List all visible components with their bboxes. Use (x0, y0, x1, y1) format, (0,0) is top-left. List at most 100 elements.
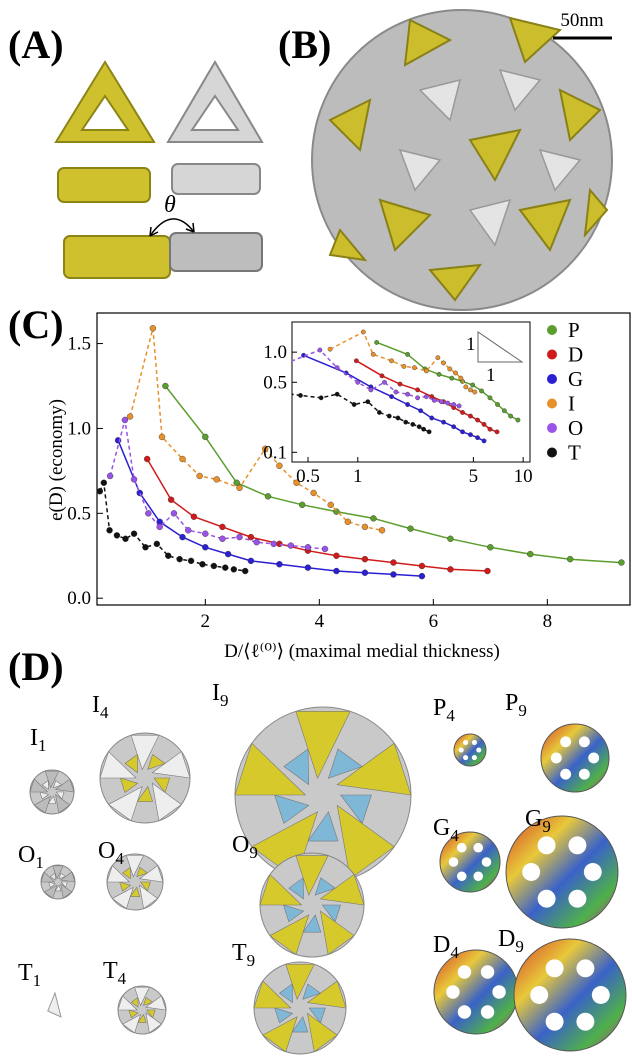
data-point (180, 456, 186, 462)
hole (546, 1013, 564, 1031)
data-point (516, 418, 520, 422)
hole (457, 871, 467, 881)
data-point (502, 409, 506, 413)
legend-label: T (568, 441, 581, 465)
data-point (352, 402, 356, 406)
data-point (237, 485, 243, 491)
x-tick-label: 6 (429, 611, 439, 632)
data-point (214, 476, 220, 482)
data-point (418, 409, 422, 413)
figure: (A) (B) (C) (D) θ 50nm D/⟨ℓ⁽⁰⁾⟩ (m (0, 0, 632, 1059)
data-point (145, 510, 151, 516)
label-subscript: 1 (38, 736, 47, 755)
data-point (446, 401, 450, 405)
data-point (417, 425, 421, 429)
polyhedron-label: O1 (18, 842, 44, 872)
hole (522, 863, 540, 881)
data-point (453, 371, 457, 375)
data-point (237, 534, 243, 540)
hole (546, 959, 564, 977)
data-point (405, 392, 409, 396)
data-point (389, 394, 393, 398)
data-point (150, 325, 156, 331)
hole (481, 1005, 494, 1018)
data-point (460, 410, 464, 414)
polyhedron-label: I4 (92, 692, 109, 722)
legend-marker (547, 448, 557, 458)
panel-label: (A) (8, 22, 64, 67)
label-subscript: 9 (220, 691, 229, 710)
polyhedron (30, 770, 74, 814)
data-point (484, 568, 490, 574)
data-point (254, 539, 260, 545)
data-point (482, 439, 486, 443)
data-point (473, 390, 477, 394)
hole (584, 863, 602, 881)
data-point (436, 356, 440, 360)
data-point (618, 560, 624, 566)
legend-marker (547, 423, 557, 433)
data-point (165, 553, 171, 559)
label-letter: D (433, 932, 450, 958)
polyhedron-label: D9 (498, 926, 524, 956)
data-point (475, 435, 479, 439)
data-point (361, 330, 365, 334)
data-point (219, 536, 225, 542)
data-point (335, 392, 339, 396)
polyhedron-label: T9 (232, 940, 255, 970)
data-point (107, 527, 113, 533)
data-point (202, 531, 208, 537)
data-point (122, 417, 128, 423)
data-point (380, 374, 384, 378)
polyhedron (506, 816, 618, 928)
data-point (305, 544, 311, 550)
data-point (211, 563, 217, 569)
data-point (508, 414, 512, 418)
data-point (379, 527, 385, 533)
data-point (188, 558, 194, 564)
label-subscript: 1 (33, 971, 42, 990)
data-point (123, 536, 129, 542)
hole (449, 857, 459, 867)
data-point (142, 544, 148, 550)
data-point (333, 553, 339, 559)
data-point (487, 544, 493, 550)
hole (473, 871, 483, 881)
data-point (276, 561, 282, 567)
hole (568, 836, 586, 854)
data-point (288, 543, 294, 549)
panel-label: (B) (278, 22, 331, 67)
data-point (127, 414, 133, 420)
inset-x-tick-label: 10 (514, 466, 533, 487)
data-point (219, 524, 225, 530)
hole (551, 753, 562, 764)
data-point (419, 563, 425, 569)
label-subscript: 4 (450, 826, 459, 845)
data-point (154, 541, 160, 547)
label-letter: D (498, 926, 515, 952)
data-point (177, 556, 183, 562)
hole (560, 736, 571, 747)
data-point (390, 560, 396, 566)
data-point (415, 396, 419, 400)
data-point (328, 502, 334, 508)
panel-label: (C) (8, 302, 64, 347)
label-letter: O (18, 842, 35, 868)
label-subscript: 4 (446, 706, 455, 725)
hole (463, 755, 468, 760)
data-point (333, 568, 339, 574)
data-point (276, 541, 282, 547)
data-point (185, 527, 191, 533)
data-point (451, 425, 455, 429)
label-subscript: 9 (249, 843, 258, 862)
data-point (567, 556, 573, 562)
polyhedron (454, 734, 486, 766)
polyhedron-label: P9 (505, 690, 527, 720)
data-point (441, 361, 445, 365)
label-letter: T (18, 960, 33, 986)
label-letter: T (232, 940, 247, 966)
data-point (460, 430, 464, 434)
data-point (405, 402, 409, 406)
data-point (457, 404, 461, 408)
data-point (247, 367, 251, 371)
